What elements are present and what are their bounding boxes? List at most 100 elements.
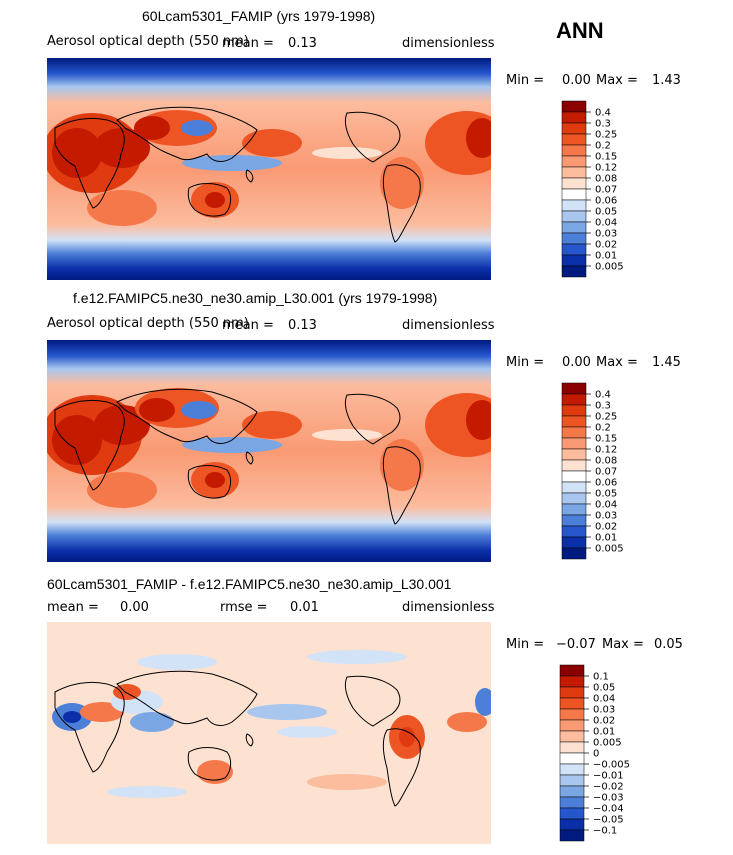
panel-1-colorbar-tick-label: 0.15 (595, 152, 617, 163)
panel-1-mean-value: 0.13 (288, 36, 317, 51)
panel-3-colorbar-tick-label: −0.005 (593, 760, 630, 771)
panel-1-mean-label: mean = (222, 36, 274, 51)
panel-1-colorbar-tick-label: 0.03 (595, 229, 617, 240)
panel-1-colorbar-tick-label: 0.05 (595, 207, 617, 218)
panel-2-colorbar-tick-label: 0.4 (595, 390, 611, 401)
panel-1-colorbar-tick-label: 0.04 (595, 218, 617, 229)
panel-3-colorbar-tick-label: 0.05 (593, 683, 615, 694)
panel-3-min-label: Min = (506, 637, 545, 652)
panel-3-colorbar-tick-label: 0.03 (593, 705, 615, 716)
panel-2-mean-label: mean = (222, 318, 274, 333)
panel-3-colorbar-swatch (559, 730, 585, 743)
panel-1-colorbar-swatch (561, 144, 587, 157)
panel-3-colorbar-tick-label: −0.1 (593, 826, 617, 837)
panel-2-colorbar-swatch (561, 459, 587, 472)
panel-2-colorbar-swatch (561, 525, 587, 538)
panel-1-colorbar-tick-label: 0.25 (595, 130, 617, 141)
panel-2-aerosol-hotspots (47, 388, 491, 508)
panel-2-colorbar-tick-label: 0.005 (595, 544, 624, 555)
panel-3-colorbar-tick-label: 0.1 (593, 672, 609, 683)
panel-1-colorbar-swatch (561, 111, 587, 124)
panel-1-colorbar-tick-label: 0.3 (595, 119, 611, 130)
panel-2-colorbar-swatch (561, 382, 587, 395)
panel-2-max-label: Max = (596, 355, 638, 370)
panel-3-map (47, 622, 491, 844)
panel-3-colorbar-swatch (559, 675, 585, 688)
panel-1-colorbar-tick-label: 0.01 (595, 251, 617, 262)
panel-2-colorbar-swatch (561, 547, 587, 560)
panel-2-mean-value: 0.13 (288, 318, 317, 333)
panel-3-colorbar: 0.10.050.040.030.020.010.0050−0.005−0.01… (559, 664, 630, 842)
panel-3-colorbar-swatch (559, 818, 585, 831)
panel-3-colorbar-tick-label: −0.04 (593, 804, 624, 815)
panel-1-colorbar-swatch (561, 188, 587, 201)
panel-3-colorbar-swatch (559, 752, 585, 765)
panel-3-units: dimensionless (402, 600, 495, 615)
panel-2-colorbar-swatch (561, 481, 587, 494)
panel-3-mean-value: 0.00 (120, 600, 149, 615)
panel-3-colorbar-swatch (559, 774, 585, 787)
panel-3-colorbar-tick-label: 0 (593, 749, 599, 760)
panel-1-colorbar-swatch (561, 100, 587, 113)
panel-2-colorbar-swatch (561, 437, 587, 450)
panel-2-colorbar-tick-label: 0.12 (595, 445, 617, 456)
panel-3-min-value: −0.07 (556, 637, 596, 652)
panel-1-colorbar-swatch (561, 232, 587, 245)
panel-1-variable: Aerosol optical depth (550 nm) (47, 34, 249, 49)
panel-2-colorbar: 0.40.30.250.20.150.120.080.070.060.050.0… (561, 382, 624, 560)
panel-2-colorbar-swatch (561, 404, 587, 417)
panel-2-min-value: 0.00 (562, 355, 591, 370)
panel-3-difference-patches (52, 650, 491, 798)
panel-3-title: 60Lcam5301_FAMIP - f.e12.FAMIPC5.ne30_ne… (47, 576, 452, 592)
panel-2-colorbar-tick-label: 0.04 (595, 500, 617, 511)
panel-3-colorbar-tick-label: 0.02 (593, 716, 615, 727)
panel-2-map (47, 340, 491, 562)
panel-3-mean-label: mean = (47, 600, 99, 615)
panel-1-colorbar-swatch (561, 122, 587, 135)
panel-3-colorbar-swatch (559, 664, 585, 677)
panel-1-max-label: Max = (596, 73, 638, 88)
panel-2-colorbar-swatch (561, 492, 587, 505)
panel-3-colorbar-swatch (559, 829, 585, 842)
panel-3-colorbar-swatch (559, 708, 585, 721)
panel-2-colorbar-tick-label: 0.2 (595, 423, 611, 434)
panel-1-colorbar-tick-label: 0.08 (595, 174, 617, 185)
panel-1-colorbar-tick-label: 0.2 (595, 141, 611, 152)
panel-1-colorbar-swatch (561, 221, 587, 234)
panel-1-colorbar-swatch (561, 155, 587, 168)
panel-2-title: f.e12.FAMIPC5.ne30_ne30.amip_L30.001 (yr… (73, 290, 438, 306)
panel-3-colorbar-swatch (559, 697, 585, 710)
panel-1-max-value: 1.43 (652, 73, 681, 88)
panel-1-min-label: Min = (506, 73, 545, 88)
panel-3-colorbar-swatch (559, 796, 585, 809)
panel-2-colorbar-swatch (561, 415, 587, 428)
panel-3-colorbar-tick-label: 0.04 (593, 694, 615, 705)
panel-1-colorbar-swatch (561, 210, 587, 223)
panel-1-colorbar-swatch (561, 265, 587, 278)
panel-1-colorbar-swatch (561, 177, 587, 190)
panel-2-max-value: 1.45 (652, 355, 681, 370)
panel-2-colorbar-swatch (561, 503, 587, 516)
panel-1-colorbar-tick-label: 0.02 (595, 240, 617, 251)
panel-3-colorbar-tick-label: −0.03 (593, 793, 624, 804)
panel-2-colorbar-tick-label: 0.07 (595, 467, 617, 478)
panel-1-colorbar-tick-label: 0.4 (595, 108, 611, 119)
panel-3-rmse-value: 0.01 (290, 600, 319, 615)
panel-1-colorbar-swatch (561, 199, 587, 212)
panel-1-colorbar-swatch (561, 243, 587, 256)
panel-3-colorbar-swatch (559, 719, 585, 732)
panel-2-colorbar-tick-label: 0.15 (595, 434, 617, 445)
panel-1-colorbar-tick-label: 0.07 (595, 185, 617, 196)
panel-1-colorbar-swatch (561, 133, 587, 146)
panel-3-colorbar-tick-label: −0.01 (593, 771, 624, 782)
panel-3-max-label: Max = (602, 637, 644, 652)
panel-1-colorbar-tick-label: 0.06 (595, 196, 617, 207)
panel-2-colorbar-swatch (561, 470, 587, 483)
panel-3-rmse-label: rmse = (220, 600, 268, 615)
panel-3-coastlines (54, 670, 421, 807)
panel-1-units: dimensionless (402, 36, 495, 51)
panel-3-colorbar-tick-label: 0.01 (593, 727, 615, 738)
panel-2-colorbar-swatch (561, 393, 587, 406)
panel-3-colorbar-swatch (559, 807, 585, 820)
panel-1-min-value: 0.00 (562, 73, 591, 88)
